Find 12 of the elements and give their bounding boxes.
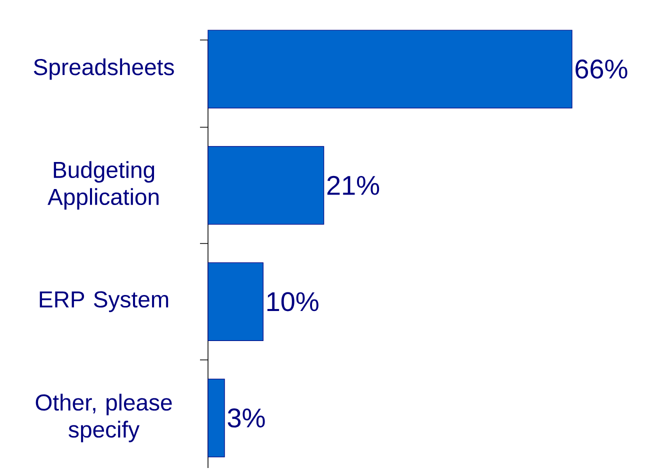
data-label: 66% — [576, 60, 628, 79]
data-label: 10% — [267, 292, 318, 312]
bar — [208, 30, 572, 108]
y-tick-label: ERP System — [40, 291, 168, 312]
bar — [208, 146, 324, 225]
y-tick-label: Other, please specify — [36, 394, 172, 442]
data-label: 21% — [327, 176, 380, 195]
bar — [208, 262, 264, 341]
y-tick-label: Spreadsheets — [34, 58, 174, 80]
bar — [208, 378, 225, 458]
data-label: 3% — [228, 408, 265, 428]
y-tick-label: Budgeting Application — [48, 161, 159, 210]
